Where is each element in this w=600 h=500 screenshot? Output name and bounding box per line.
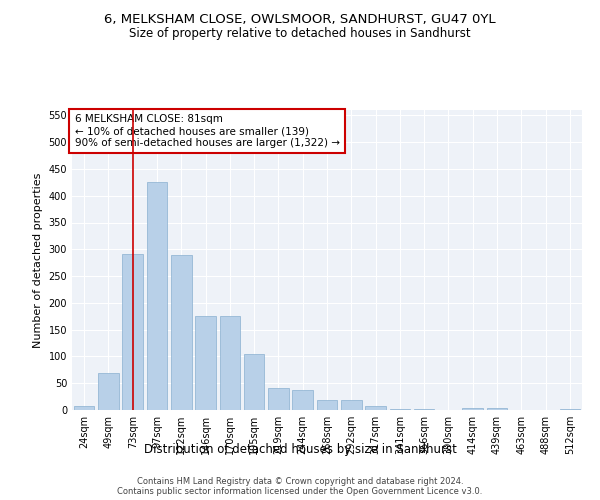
Bar [146, 182, 167, 410]
Bar [560, 409, 580, 410]
Bar [171, 254, 191, 410]
Bar [341, 400, 362, 410]
Bar [244, 354, 265, 410]
Bar [487, 408, 508, 410]
Bar [317, 400, 337, 410]
Bar [292, 390, 313, 410]
Bar [389, 409, 410, 410]
Bar [365, 406, 386, 410]
Y-axis label: Number of detached properties: Number of detached properties [33, 172, 43, 348]
Bar [414, 409, 434, 410]
Bar [463, 408, 483, 410]
Bar [74, 406, 94, 410]
Bar [195, 316, 216, 410]
Text: 6, MELKSHAM CLOSE, OWLSMOOR, SANDHURST, GU47 0YL: 6, MELKSHAM CLOSE, OWLSMOOR, SANDHURST, … [104, 12, 496, 26]
Bar [220, 316, 240, 410]
Text: Contains HM Land Registry data © Crown copyright and database right 2024.: Contains HM Land Registry data © Crown c… [137, 478, 463, 486]
Bar [268, 388, 289, 410]
Bar [122, 254, 143, 410]
Text: Size of property relative to detached houses in Sandhurst: Size of property relative to detached ho… [129, 28, 471, 40]
Bar [98, 372, 119, 410]
Text: Contains public sector information licensed under the Open Government Licence v3: Contains public sector information licen… [118, 488, 482, 496]
Text: 6 MELKSHAM CLOSE: 81sqm
← 10% of detached houses are smaller (139)
90% of semi-d: 6 MELKSHAM CLOSE: 81sqm ← 10% of detache… [74, 114, 340, 148]
Text: Distribution of detached houses by size in Sandhurst: Distribution of detached houses by size … [143, 442, 457, 456]
